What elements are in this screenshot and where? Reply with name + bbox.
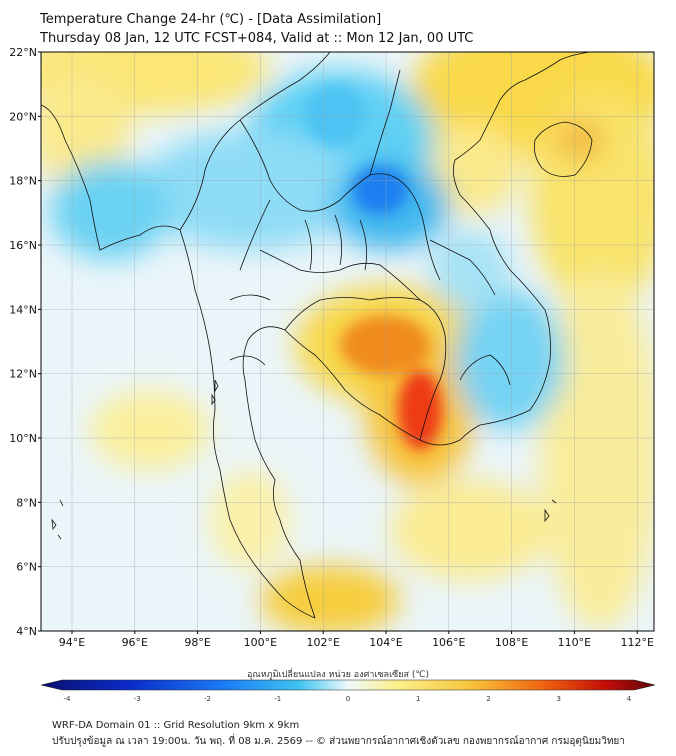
lat-label: 22°N (9, 46, 37, 59)
lon-label: 106°E (432, 636, 465, 649)
map-frame (40, 51, 655, 632)
colorbar-label: อุณหภูมิเปลี่ยนแปลง หน่วย องศาเซลเซียส (… (246, 670, 430, 680)
colorbar-tick-label: -4 (64, 695, 72, 703)
longitude-labels: 94°E 96°E 98°E 100°E 102°E 104°E 106°E 108°E 110… (59, 631, 654, 649)
colorbar-tick-label: 4 (627, 695, 632, 703)
colorbar-tick-label: 0 (346, 695, 350, 703)
coastline-borders (41, 52, 593, 619)
lon-label: 94°E (59, 636, 85, 649)
lon-label: 100°E (244, 636, 277, 649)
lat-label: 14°N (9, 303, 37, 316)
colorbar-tick-label: 2 (486, 695, 490, 703)
colorbar-tick-label: 1 (416, 695, 420, 703)
lon-label: 108°E (495, 636, 528, 649)
graticule (41, 52, 654, 631)
lat-label: 4°N (16, 625, 37, 638)
lon-label: 110°E (558, 636, 591, 649)
footer-credit: ปรับปรุงข้อมูล ณ เวลา 19:00น. วัน พฤ. ที… (52, 736, 625, 747)
colorbar-gradient (40, 679, 656, 691)
lon-label: 104°E (369, 636, 402, 649)
colorbar-tick-label: -2 (204, 695, 211, 703)
lat-label: 16°N (9, 239, 37, 252)
colorbar-tick-label: 3 (557, 695, 561, 703)
lat-label: 18°N (9, 175, 37, 188)
lat-label: 12°N (9, 368, 37, 381)
temperature-field (41, 52, 654, 631)
lon-label: 96°E (122, 636, 148, 649)
lat-label: 8°N (16, 496, 37, 509)
colorbar-tick-label: -3 (134, 695, 141, 703)
latitude-labels: 22°N 20°N 18°N 16°N 14°N 12°N 10°N 8°N 6°N 4°N (9, 46, 41, 638)
map-subtitle: Thursday 08 Jan, 12 UTC FCST+084, Valid … (40, 31, 474, 46)
colorbar-ticks: -4 -3 -2 -1 0 1 2 3 4 (64, 695, 632, 703)
lat-label: 6°N (16, 561, 37, 574)
lon-label: 102°E (306, 636, 339, 649)
footer-domain-info: WRF-DA Domain 01 :: Grid Resolution 9km … (52, 720, 300, 731)
lat-label: 10°N (9, 432, 37, 445)
lon-label: 112°E (620, 636, 653, 649)
lat-label: 20°N (9, 110, 37, 123)
colorbar: -4 -3 -2 -1 0 1 2 3 4 (40, 679, 656, 703)
lon-label: 98°E (184, 636, 210, 649)
colorbar-tick-label: -1 (274, 695, 281, 703)
map-title: Temperature Change 24-hr (℃) - [Data Ass… (40, 12, 382, 27)
